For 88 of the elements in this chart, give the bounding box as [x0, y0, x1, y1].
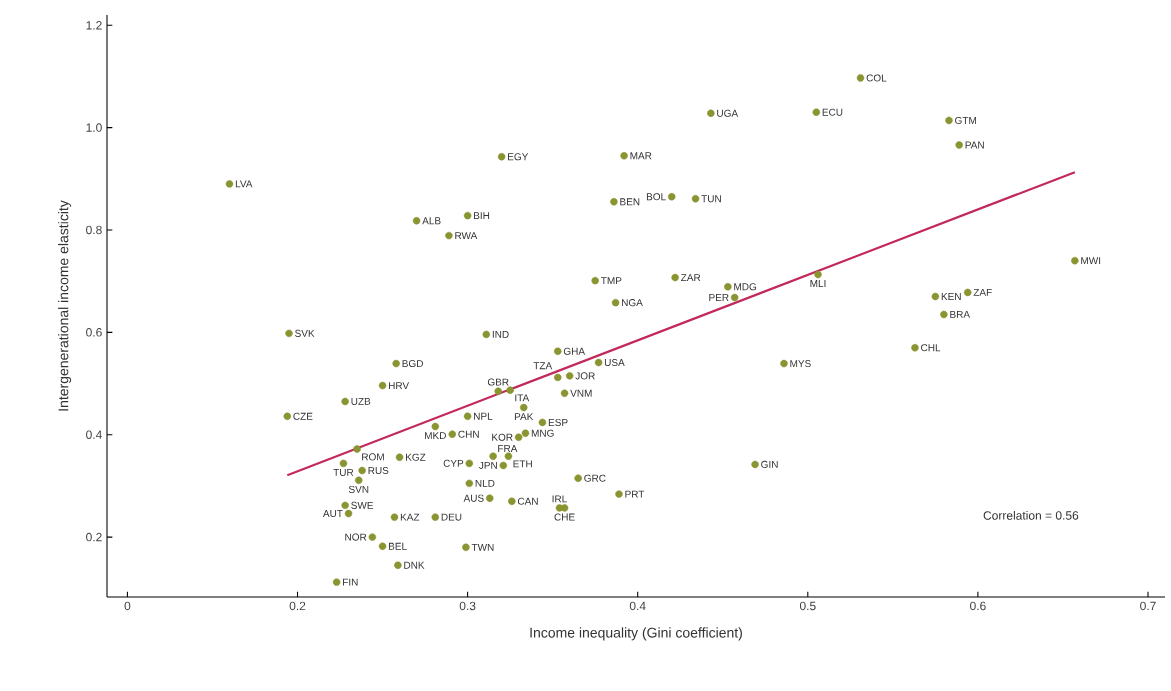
annotation: KOR	[492, 433, 513, 441]
annotation: ETH	[513, 460, 532, 468]
x-tick-label: 0.3	[459, 601, 476, 611]
annotation: EGY	[508, 153, 529, 161]
annotation: RUS	[368, 467, 389, 475]
annotation: ZAF	[973, 288, 992, 296]
x-axis-title: Income inequality (Gini coefficient)	[530, 627, 742, 641]
annotation: NGA	[622, 299, 643, 307]
annotation: PAK	[514, 413, 534, 421]
annotation: GIN	[761, 460, 778, 468]
annotation: CHN	[458, 430, 479, 438]
annotation: NLD	[475, 479, 495, 487]
annotation: JPN	[478, 461, 497, 469]
annotation: UZB	[351, 397, 371, 405]
annotation: TWN	[471, 543, 494, 551]
annotation: GHA	[563, 347, 586, 355]
annotation: BGD	[402, 360, 423, 368]
annotation: ROM	[362, 453, 384, 461]
annotation: COL	[866, 74, 887, 82]
annotation: MYS	[790, 360, 811, 368]
y-axis-title: Intergenerational income elasticity	[58, 200, 72, 411]
annotation: KEN	[941, 293, 961, 300]
annotation: MDG	[734, 283, 757, 291]
annotation: MAR	[630, 152, 652, 160]
annotation: PRT	[625, 490, 645, 498]
annotation: AUS	[463, 494, 484, 502]
annotation: DEU	[441, 513, 462, 521]
annotation: CHE	[554, 513, 575, 521]
x-tick-label: 0.4	[629, 601, 646, 611]
annotation: BEN	[620, 198, 640, 206]
annotation: PAN	[965, 141, 984, 149]
annotation: ITA	[515, 394, 530, 402]
x-tick-label: 0.2	[289, 601, 306, 611]
annotation: MWI	[1081, 257, 1101, 265]
annotation: FIN	[343, 578, 358, 586]
annotation: SVN	[348, 485, 369, 493]
annotation: NOR	[345, 533, 367, 541]
annotation: CAN	[517, 497, 538, 505]
annotation: CYP	[443, 459, 464, 467]
annotation: FRA	[498, 445, 518, 452]
x-tick-label: 0	[124, 601, 131, 611]
annotation: SVK	[295, 329, 315, 337]
y-tick-label: 1.2	[86, 21, 102, 30]
annotation: IRL	[552, 495, 567, 503]
annotation: PER	[709, 294, 729, 301]
annotation: ECU	[822, 108, 843, 116]
annotation: SWE	[351, 501, 374, 509]
annotation: ESP	[548, 418, 568, 426]
annotation: JOR	[575, 372, 595, 380]
annotation: MNG	[531, 429, 554, 437]
annotation: HRV	[388, 382, 410, 390]
annotation: BIH	[474, 212, 490, 220]
annotation: TZA	[533, 362, 553, 370]
y-tick-label: 0.8	[86, 225, 102, 235]
annotation: UGA	[717, 109, 739, 117]
annotation: BRA	[950, 310, 971, 318]
annotation: BOL	[646, 193, 666, 201]
annotation: GRC	[584, 474, 606, 482]
y-tick-label: 0.2	[86, 532, 102, 542]
annotation: BEL	[388, 542, 407, 550]
annotation: TMP	[601, 277, 622, 285]
annotation: LVA	[235, 180, 253, 188]
x-tick-label: 0.7	[1140, 601, 1156, 611]
x-tick-label: 0.6	[970, 601, 986, 611]
annotation: VNM	[570, 389, 592, 397]
x-tick-label: 0.5	[799, 601, 816, 611]
annotation: MLI	[810, 280, 826, 287]
annotation: IND	[492, 330, 509, 338]
annotation: GBR	[487, 378, 509, 386]
y-tick-label: 1.0	[86, 123, 102, 132]
annotation: USA	[604, 359, 625, 367]
annotation: GTM	[955, 116, 976, 124]
annotation: KGZ	[405, 453, 426, 461]
y-tick-label: 0.4	[86, 430, 102, 439]
annotation: ALB	[422, 217, 441, 225]
annotation: TUN	[701, 195, 721, 203]
annotation: KAZ	[400, 513, 420, 521]
annotation: DNK	[404, 561, 425, 569]
annotation: MKD	[425, 432, 446, 440]
annotation: AUT	[322, 510, 343, 518]
annotation: TUR	[333, 468, 354, 476]
annotation: RWA	[455, 232, 478, 240]
annotation: Correlation = 0.56	[983, 510, 1079, 520]
annotation: CZE	[293, 412, 313, 420]
annotation: NPL	[474, 412, 493, 420]
y-tick-label: 0.6	[86, 328, 102, 337]
annotation: CHL	[921, 344, 941, 352]
annotation: ZAR	[681, 274, 701, 282]
